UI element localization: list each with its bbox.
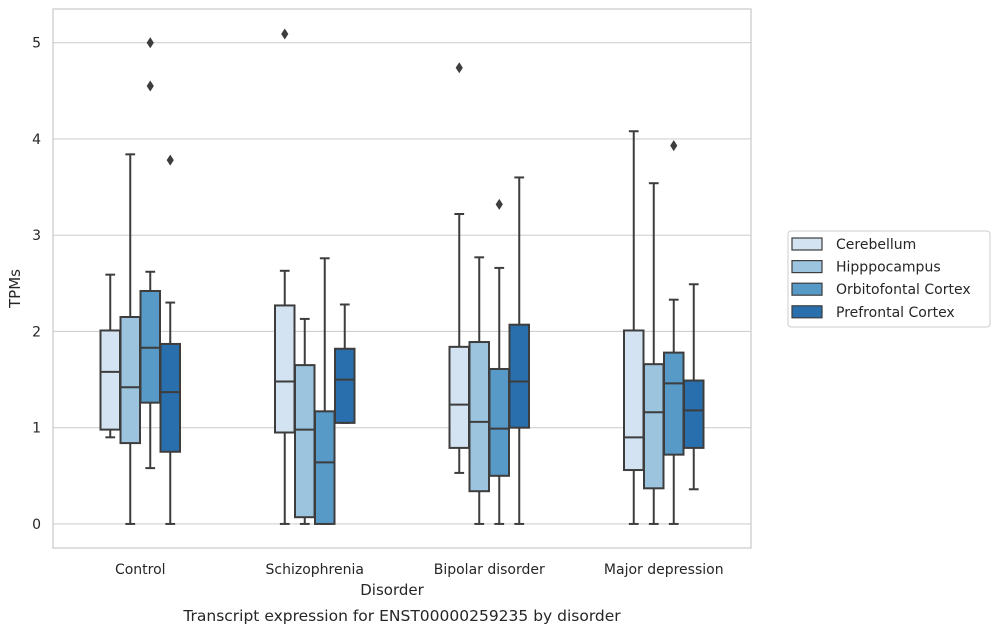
box-orbitofontal-cortex [314, 257, 336, 525]
box-cerebellum [99, 273, 121, 439]
outlier-point [281, 28, 289, 40]
box-body [334, 347, 356, 424]
chart-caption: Transcript expression for ENST0000025923… [182, 607, 621, 625]
x-tick-label: Bipolar disorder [434, 562, 545, 578]
box-body [314, 410, 336, 525]
box-cerebellum [274, 28, 296, 525]
legend-swatch [791, 237, 823, 251]
box-hipppocampus [294, 317, 316, 525]
box-body [623, 329, 645, 472]
box-body [99, 329, 121, 431]
legend: Cerebellum Hipppocampus Orbitofontal Corte… [787, 230, 991, 328]
x-axis-label: Disorder [360, 581, 424, 599]
box-hipppocampus [119, 153, 141, 525]
legend-item: Orbitofontal Cortex [791, 282, 971, 298]
x-tick-label: Major depression [604, 562, 724, 578]
box-orbitofontal-cortex [488, 198, 510, 525]
y-tick-label: 0 [32, 517, 41, 533]
box-marks [99, 28, 705, 525]
legend-label: Cerebellum [836, 237, 916, 253]
box-body [448, 345, 470, 449]
outlier-point [146, 37, 154, 49]
y-tick-label: 5 [32, 36, 41, 52]
box-prefrontal-cortex [159, 154, 181, 525]
plot-frame [52, 8, 752, 549]
x-tick-label: Control [115, 562, 166, 578]
x-tick-label: Schizophrenia [266, 562, 364, 578]
legend-swatch [791, 282, 823, 296]
box-body [274, 304, 296, 434]
outlier-point [455, 62, 463, 74]
legend-item: Hipppocampus [791, 260, 941, 276]
legend-label: Prefrontal Cortex [836, 305, 955, 321]
box-cerebellum [448, 62, 470, 474]
box-body [508, 323, 530, 429]
y-tick-label: 2 [32, 324, 41, 340]
box-body [294, 364, 316, 519]
box-prefrontal-cortex [334, 303, 356, 424]
box-body [119, 316, 141, 445]
box-hipppocampus [643, 182, 665, 525]
box-body [468, 341, 490, 493]
legend-label: Hipppocampus [836, 260, 941, 276]
box-prefrontal-cortex [683, 283, 705, 491]
box-body [643, 363, 665, 490]
outlier-point [495, 198, 503, 210]
box-body [159, 342, 181, 453]
box-body [663, 351, 685, 456]
box-orbitofontal-cortex [139, 37, 161, 470]
y-axis-label: TPMs [6, 269, 24, 309]
legend-label: Orbitofontal Cortex [836, 282, 971, 298]
box-body [683, 379, 705, 449]
outlier-point [146, 80, 154, 92]
legend-items: Cerebellum Hipppocampus Orbitofontal Corte… [791, 237, 971, 321]
legend-frame [787, 230, 991, 328]
box-orbitofontal-cortex [663, 140, 685, 525]
box-cerebellum [623, 130, 645, 525]
y-tick-label: 3 [32, 228, 41, 244]
y-axis-ticks: 0 1 2 3 4 5 [32, 36, 41, 533]
legend-swatch [791, 305, 823, 319]
box-body [488, 367, 510, 477]
y-tick-label: 1 [32, 421, 41, 437]
y-tick-label: 4 [32, 132, 41, 148]
outlier-point [670, 140, 678, 152]
legend-item: Cerebellum [791, 237, 916, 253]
legend-swatch [791, 260, 823, 274]
x-axis-ticks: Control Schizophrenia Bipolar disorder Majo… [115, 562, 724, 578]
box-prefrontal-cortex [508, 176, 530, 525]
outlier-point [166, 154, 174, 166]
box-hipppocampus [468, 256, 490, 525]
legend-item: Prefrontal Cortex [791, 305, 955, 321]
